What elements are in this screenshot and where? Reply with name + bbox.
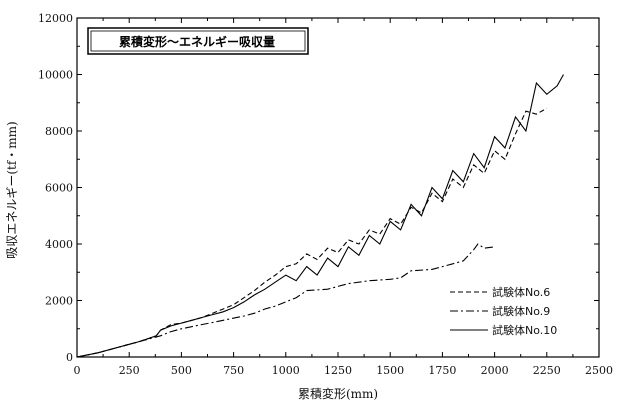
y-tick-label: 0 (66, 351, 73, 364)
x-tick-label: 1250 (324, 364, 352, 377)
axis-ticks (76, 17, 600, 358)
chart-title: 累積変形～エネルギー吸収量 (119, 34, 275, 49)
data-series (76, 74, 564, 358)
y-tick-label: 2000 (45, 295, 73, 308)
x-tick-label: 250 (119, 364, 140, 377)
y-tick-label: 10000 (38, 69, 73, 82)
y-tick-labels: 0 2000 4000 6000 8000 10000 12000 (38, 12, 73, 364)
legend-label-2: 試験体No.9 (492, 304, 550, 318)
x-tick-label: 2250 (533, 364, 561, 377)
x-tick-label: 1000 (272, 364, 300, 377)
x-tick-labels: 0 250 500 750 1000 1250 1500 1750 2000 2250 2500 (74, 364, 614, 377)
x-tick-label: 500 (171, 364, 192, 377)
legend-label-1: 試験体No.6 (492, 285, 550, 299)
chart-title-box: 累積変形～エネルギー吸収量 (87, 27, 309, 55)
x-tick-label: 2500 (585, 364, 613, 377)
y-tick-label: 8000 (45, 125, 73, 138)
x-tick-label: 0 (74, 364, 81, 377)
y-tick-label: 6000 (45, 182, 73, 195)
series-line-3 (76, 74, 564, 358)
x-axis-title: 累積変形(mm) (298, 386, 378, 401)
legend: 試験体No.6 試験体No.9 試験体No.10 (450, 285, 557, 337)
legend-label-3: 試験体No.10 (492, 323, 557, 337)
series-line-2 (76, 243, 495, 358)
x-tick-label: 750 (223, 364, 244, 377)
x-tick-label: 2000 (481, 364, 509, 377)
x-tick-label: 1750 (428, 364, 456, 377)
y-tick-label: 4000 (45, 238, 73, 251)
series-line-1 (76, 107, 548, 358)
x-tick-label: 1500 (376, 364, 404, 377)
y-axis-title: 吸収エネルギー(tf・mm) (5, 121, 19, 258)
y-tick-label: 12000 (38, 12, 73, 25)
